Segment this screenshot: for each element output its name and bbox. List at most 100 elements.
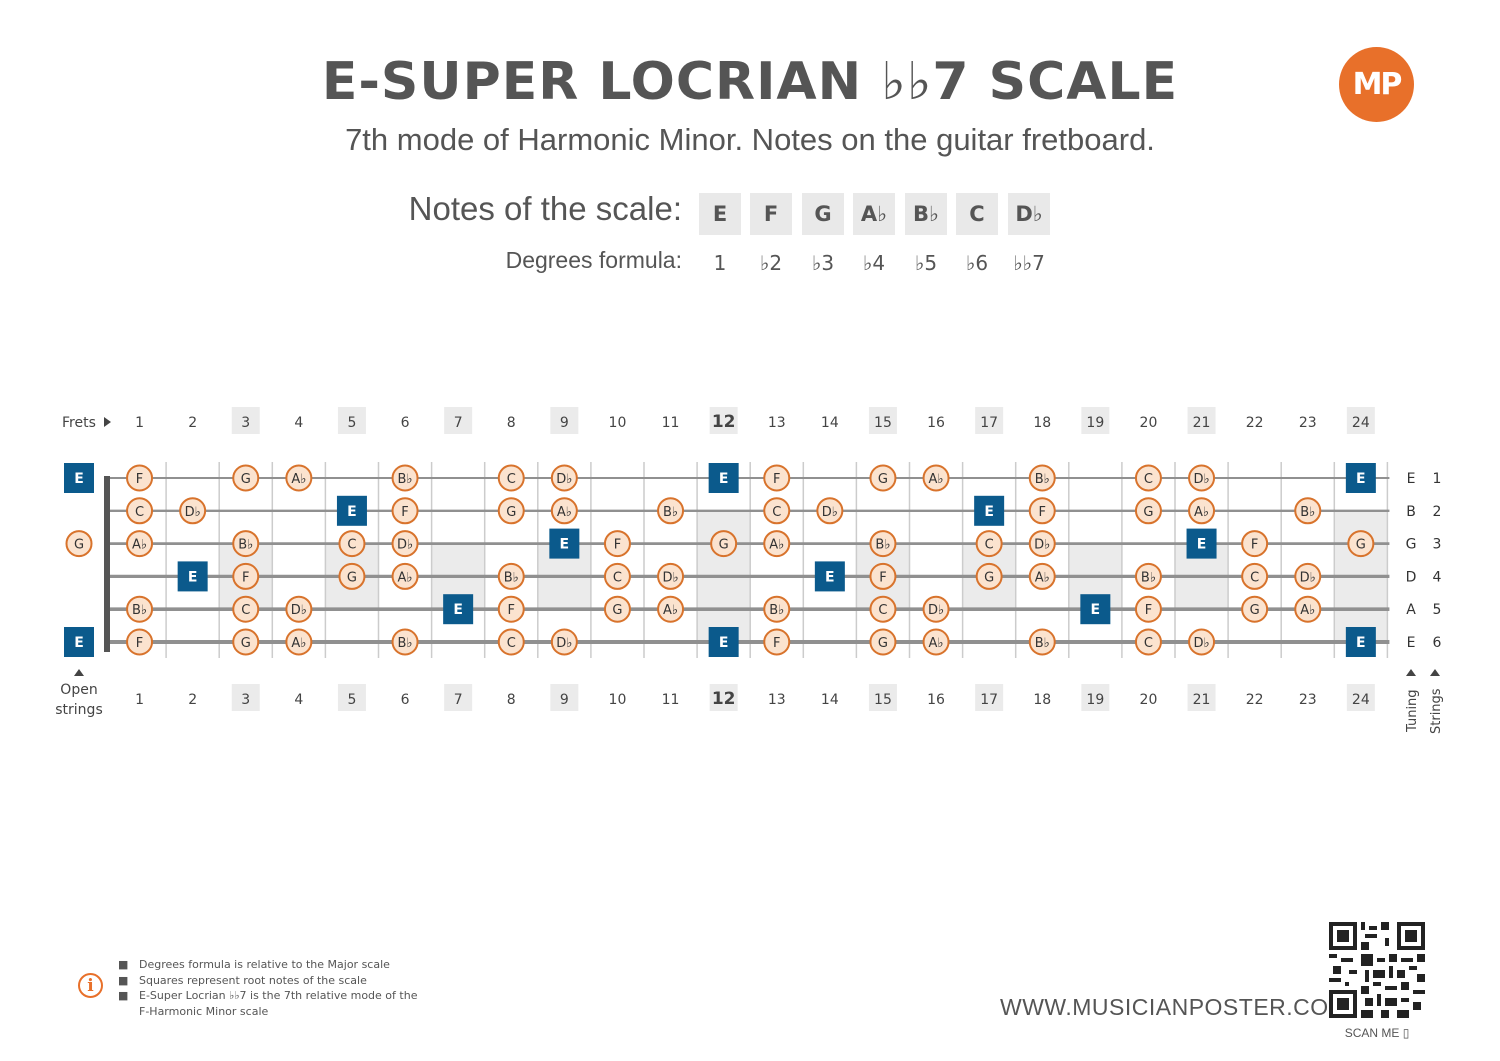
info-icon: i bbox=[78, 973, 103, 998]
scale-note: C bbox=[956, 193, 998, 235]
scale-note-label: D♭ bbox=[291, 603, 307, 618]
tuning-label: Tuning bbox=[1405, 689, 1420, 733]
fret-number: 24 bbox=[1352, 415, 1370, 431]
fret-number-highlight bbox=[1081, 684, 1110, 711]
fret-number: 20 bbox=[1140, 415, 1158, 431]
root-note-square bbox=[64, 463, 94, 493]
scale-note-circle bbox=[922, 595, 950, 623]
scale-note-label: B♭ bbox=[1035, 636, 1050, 651]
root-note-label: E bbox=[188, 569, 198, 585]
root-note-square bbox=[1186, 528, 1217, 559]
scale-note-label: G bbox=[878, 472, 888, 487]
fret-number: 1 bbox=[135, 415, 144, 431]
scale-degree: ♭2 bbox=[759, 251, 783, 275]
scale-note-label: B♭ bbox=[398, 472, 413, 487]
fret-number-highlight bbox=[709, 407, 738, 434]
scale-note-label: B♭ bbox=[875, 538, 890, 553]
root-note-square bbox=[177, 561, 208, 592]
fret-number-highlight bbox=[975, 407, 1004, 434]
scale-note-label: A♭ bbox=[1035, 570, 1050, 585]
fret-number: 23 bbox=[1299, 415, 1317, 431]
string-tuning-label: E bbox=[1407, 471, 1416, 487]
scale-note-label: C bbox=[985, 538, 994, 553]
scale-note-circle bbox=[1134, 628, 1162, 656]
frets-arrow-icon bbox=[104, 417, 111, 427]
scale-note-label: G bbox=[241, 472, 251, 487]
fret-number-highlight bbox=[709, 684, 738, 711]
scale-note-label: F bbox=[136, 472, 143, 487]
root-note-label: E bbox=[453, 602, 463, 618]
fret-number: 22 bbox=[1246, 692, 1264, 708]
scale-note-circle bbox=[232, 595, 260, 623]
scale-note-label: B♭ bbox=[663, 505, 678, 520]
scale-note-circle bbox=[763, 497, 791, 525]
scale-note-circle bbox=[550, 464, 578, 492]
root-note-label: E bbox=[74, 635, 84, 651]
fret-number: 4 bbox=[294, 415, 303, 431]
scale-note-circle bbox=[1134, 595, 1162, 623]
scale-note-circle bbox=[922, 464, 950, 492]
scale-note-circle bbox=[975, 530, 1003, 558]
fret-number: 17 bbox=[980, 692, 998, 708]
scale-note-label: C bbox=[1144, 472, 1153, 487]
string-number-label: 6 bbox=[1433, 635, 1442, 651]
scale-note-circle bbox=[179, 497, 207, 525]
scale-note-circle bbox=[126, 497, 154, 525]
string-number-label: 3 bbox=[1433, 537, 1442, 553]
root-note-square bbox=[1345, 463, 1376, 493]
scale-note-label: D♭ bbox=[185, 505, 201, 520]
scale-note-circle bbox=[497, 497, 525, 525]
footer-notes: ■ Degrees formula is relative to the Majo… bbox=[118, 957, 417, 1019]
scale-note-label: G bbox=[1356, 538, 1366, 553]
scale-note-circle bbox=[869, 595, 897, 623]
scale-note-label: C bbox=[613, 570, 622, 585]
scale-note-label: A♭ bbox=[769, 538, 784, 553]
fret-number: 11 bbox=[662, 415, 680, 431]
fret-number: 13 bbox=[768, 692, 786, 708]
scale-note-label: F bbox=[242, 570, 249, 585]
scale-note-circle bbox=[1294, 595, 1322, 623]
root-note-label: E bbox=[984, 504, 994, 520]
root-note-square bbox=[64, 627, 94, 657]
scale-note-circle bbox=[126, 595, 154, 623]
fret-number: 22 bbox=[1246, 415, 1264, 431]
scale-note-circle bbox=[763, 595, 791, 623]
fret-number: 4 bbox=[294, 692, 303, 708]
scale-note-label: C bbox=[241, 603, 250, 618]
scale-note-circle bbox=[126, 464, 154, 492]
fret-number: 10 bbox=[609, 692, 627, 708]
fret-number: 18 bbox=[1033, 692, 1051, 708]
scale-note-circle bbox=[1188, 497, 1216, 525]
qr-code[interactable] bbox=[1329, 922, 1425, 1018]
scale-note-label: B♭ bbox=[1035, 472, 1050, 487]
fret-number-highlight bbox=[550, 684, 579, 711]
scale-note-circle bbox=[763, 530, 791, 558]
scale-note-label: F bbox=[879, 570, 886, 585]
scale-note-label: D♭ bbox=[1193, 472, 1209, 487]
scale-note: F bbox=[750, 193, 792, 235]
scale-note-circle bbox=[869, 464, 897, 492]
scale-note-label: C bbox=[135, 505, 144, 520]
page-subtitle: 7th mode of Harmonic Minor. Notes on the… bbox=[345, 122, 1155, 157]
musicianposter-logo[interactable]: MP bbox=[1339, 47, 1414, 122]
scale-note-circle bbox=[126, 530, 154, 558]
scale-note-circle bbox=[603, 595, 631, 623]
scale-note: D♭ bbox=[1008, 193, 1050, 235]
scale-note-circle bbox=[1347, 530, 1375, 558]
scale-note-circle bbox=[869, 530, 897, 558]
scale-note: G bbox=[802, 193, 844, 235]
website-link[interactable]: WWW.MUSICIANPOSTER.COM bbox=[1000, 994, 1349, 1020]
guitar-fretboard-diagram: 1 2 3 4 5 6 7 8 9 10 11 12 13 14 15 16 17 18 19 20 21 22 23 241… bbox=[55, 407, 1444, 734]
scale-degree: ♭♭7 bbox=[1013, 251, 1045, 275]
scale-note-circle bbox=[763, 464, 791, 492]
scale-note-circle bbox=[232, 562, 260, 590]
scale-note-circle bbox=[391, 497, 419, 525]
scale-note-circle bbox=[657, 562, 685, 590]
notes-of-scale-label: Notes of the scale: bbox=[408, 190, 682, 227]
fret-number-highlight bbox=[444, 407, 473, 434]
fret-number: 16 bbox=[927, 692, 945, 708]
fret-number: 8 bbox=[507, 692, 516, 708]
scale-note-label: G bbox=[347, 570, 357, 585]
fret-number-highlight bbox=[231, 684, 260, 711]
scale-note-label: D♭ bbox=[1300, 570, 1316, 585]
